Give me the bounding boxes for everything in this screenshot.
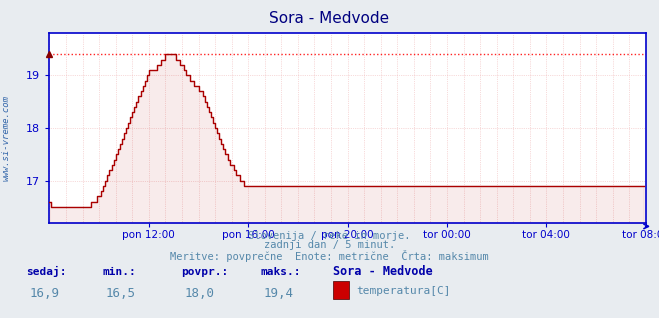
Text: 18,0: 18,0 (185, 287, 215, 300)
Text: 19,4: 19,4 (264, 287, 294, 300)
Text: Meritve: povprečne  Enote: metrične  Črta: maksimum: Meritve: povprečne Enote: metrične Črta:… (170, 250, 489, 262)
Text: 16,5: 16,5 (105, 287, 136, 300)
Text: zadnji dan / 5 minut.: zadnji dan / 5 minut. (264, 240, 395, 250)
Text: sedaj:: sedaj: (26, 266, 67, 277)
Text: povpr.:: povpr.: (181, 267, 229, 277)
Text: www.si-vreme.com: www.si-vreme.com (2, 95, 11, 181)
Text: Slovenija / reke in morje.: Slovenija / reke in morje. (248, 231, 411, 240)
Text: Sora - Medvode: Sora - Medvode (270, 11, 389, 26)
Text: maks.:: maks.: (260, 267, 301, 277)
Text: 16,9: 16,9 (30, 287, 60, 300)
Text: min.:: min.: (102, 267, 136, 277)
Text: Sora - Medvode: Sora - Medvode (333, 265, 432, 278)
Text: temperatura[C]: temperatura[C] (356, 286, 450, 296)
